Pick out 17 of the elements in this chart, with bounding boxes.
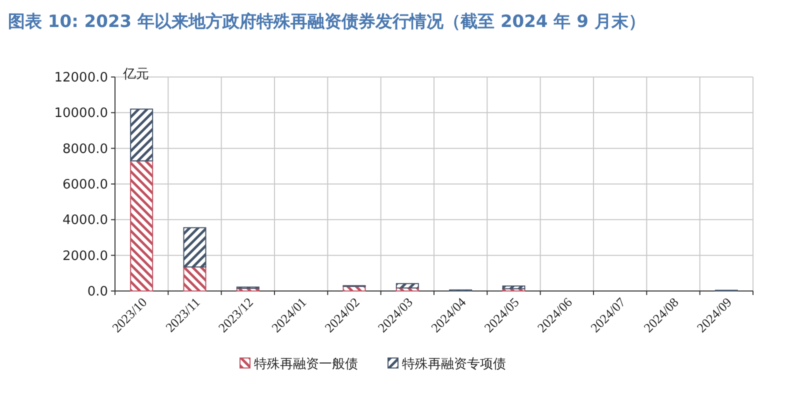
y-tick-label: 12000.0 bbox=[54, 70, 108, 86]
y-tick-label: 2000.0 bbox=[62, 248, 108, 264]
bar bbox=[183, 266, 206, 292]
y-tick-label: 8000.0 bbox=[62, 142, 108, 157]
y-tick-label: 0.0 bbox=[87, 284, 108, 300]
legend-label: 特殊再融资一般债 bbox=[254, 357, 358, 372]
bar bbox=[183, 227, 206, 268]
bar bbox=[396, 283, 419, 288]
y-tick-label: 6000.0 bbox=[62, 178, 108, 192]
y-axis-title: 亿元 bbox=[122, 67, 149, 82]
legend-label: 特殊再融资专项债 bbox=[402, 357, 506, 372]
y-tick-label: 4000.0 bbox=[62, 213, 108, 228]
bar bbox=[502, 286, 526, 290]
y-tick-label: 10000.0 bbox=[54, 106, 108, 122]
bar bbox=[130, 160, 154, 292]
bar bbox=[130, 108, 154, 162]
chart-title: 图表 10: 2023 年以来地方政府特殊再融资债券发行情况（截至 2024 年 9 月末） bbox=[8, 12, 646, 32]
